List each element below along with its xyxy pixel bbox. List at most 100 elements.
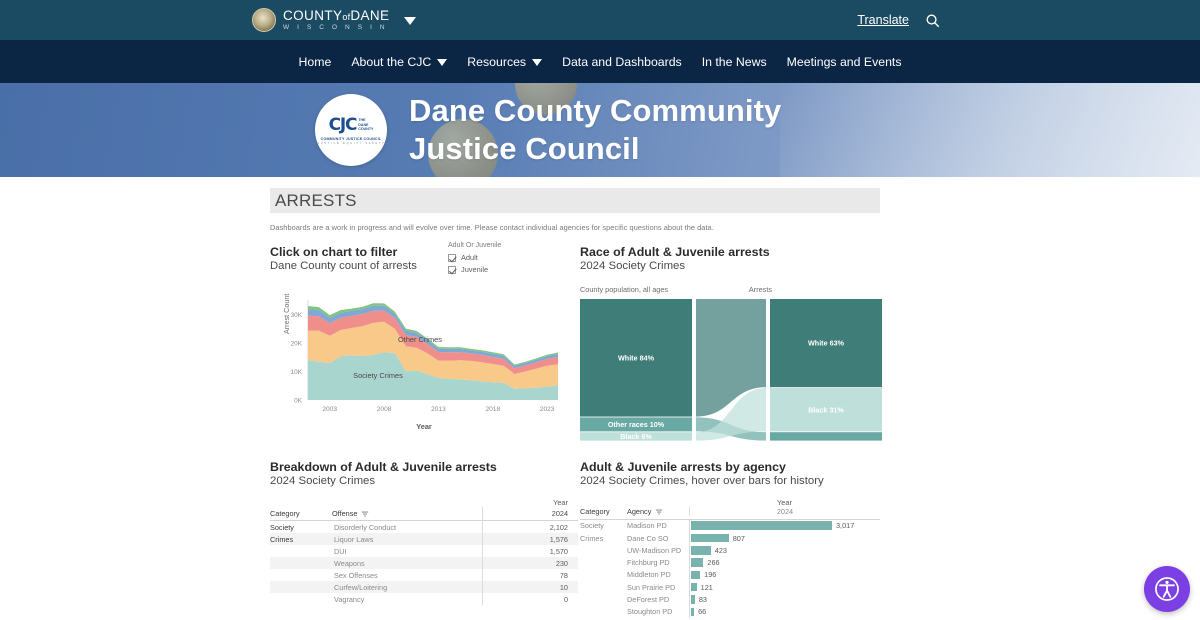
- agency-bar[interactable]: [691, 582, 697, 592]
- sort-icon[interactable]: [655, 508, 663, 516]
- translate-link[interactable]: Translate: [857, 13, 909, 27]
- cell-offense: Weapons: [334, 558, 365, 568]
- nav-item-home[interactable]: Home: [299, 55, 332, 69]
- cell-bar[interactable]: 66: [689, 605, 880, 618]
- accessibility-icon: [1155, 577, 1179, 601]
- table-row[interactable]: Vagrancy 0: [270, 593, 578, 606]
- column-header-category[interactable]: Category: [580, 507, 610, 517]
- column-header-category[interactable]: Category: [270, 507, 332, 522]
- agency-bar-row[interactable]: Fitchburg PD 266: [580, 556, 880, 569]
- nav-item-meetings-and-events[interactable]: Meetings and Events: [787, 55, 902, 69]
- area-series-property-crimes[interactable]: [308, 310, 558, 374]
- table-row[interactable]: DUI 1,570: [270, 545, 578, 558]
- agency-bar-row[interactable]: DeForest PD 83: [580, 593, 880, 606]
- county-brand-link[interactable]: COUNTYofDANE W I S C O N S I N: [252, 8, 417, 32]
- area-chart-plot[interactable]: Arrest Count 0K 10K 20K 30K Other Crimes Soci…: [270, 294, 578, 434]
- cell-bar[interactable]: 266: [689, 556, 880, 569]
- breakdown-year-group-label: Year: [553, 498, 568, 507]
- area-series-society-crimes[interactable]: [308, 352, 558, 400]
- sankey-node[interactable]: [580, 417, 692, 432]
- nav-item-in-the-news[interactable]: In the News: [702, 55, 767, 69]
- sankey-plot[interactable]: White 84% Other races 10% Black 6% White 63…: [580, 299, 882, 447]
- area-series-person-crimes[interactable]: [308, 305, 558, 369]
- agency-bar-row[interactable]: Crimes Dane Co SO 807: [580, 531, 880, 545]
- area-chart-ytick: 30K: [291, 312, 303, 319]
- cell-bar[interactable]: 807: [689, 531, 880, 545]
- cell-bar[interactable]: 423: [689, 544, 880, 557]
- cjc-logo-tagline: J U S T I C E · E Q U I T Y · S A F E T …: [317, 142, 385, 145]
- area-chart-xtick: 2023: [540, 406, 555, 413]
- agency-year-group-label: Year: [777, 498, 792, 507]
- search-icon[interactable]: [925, 13, 940, 28]
- cell-agency-name: UW-Madison PD: [627, 545, 682, 555]
- agency-bar[interactable]: [691, 533, 729, 543]
- agency-bar[interactable]: [691, 546, 711, 555]
- column-header-2024[interactable]: 2024: [481, 507, 578, 522]
- area-chart-svg[interactable]: 0K 10K 20K 30K Other Crimes Society Crimes 200…: [270, 294, 560, 422]
- cell-agency-name: DeForest PD: [627, 595, 670, 604]
- checkbox-checked-icon[interactable]: [448, 253, 456, 262]
- brand-of-word: of: [342, 12, 351, 22]
- agency-bar-value: 83: [698, 595, 707, 604]
- filter-option-juvenile[interactable]: Juvenile: [448, 265, 501, 274]
- table-row[interactable]: Sex Offenses 78: [270, 569, 578, 582]
- cell-bar[interactable]: 121: [689, 581, 880, 594]
- table-row[interactable]: Curfew/Loitering 10: [270, 581, 578, 594]
- agency-bar-row[interactable]: Stoughton PD 66: [580, 605, 880, 618]
- cell-category: Society: [580, 521, 604, 531]
- sankey-node-label: Black 31%: [808, 405, 844, 414]
- breakdown-title: Breakdown of Adult & Juvenile arrests: [270, 460, 497, 474]
- filter-legend: Adult Or Juvenile: [448, 242, 502, 249]
- sankey-node[interactable]: [580, 432, 692, 441]
- agency-bar[interactable]: [691, 521, 832, 530]
- nav-item-about-the-cjc[interactable]: About the CJC: [351, 55, 448, 69]
- column-header-agency[interactable]: Agency: [627, 507, 689, 516]
- breakdown-table-body: Society Disorderly Conduct 2,102 Crimes Liqu…: [270, 520, 578, 606]
- sankey-svg[interactable]: White 84% Other races 10% Black 6% White 63…: [580, 299, 882, 442]
- table-row[interactable]: Crimes Liquor Laws 1,576: [270, 533, 578, 546]
- agency-bar-row[interactable]: UW-Madison PD 423: [580, 544, 880, 557]
- sankey-flow[interactable]: [696, 299, 766, 417]
- table-row[interactable]: Society Disorderly Conduct 2,102: [270, 520, 578, 534]
- nav-item-data-and-dashboards[interactable]: Data and Dashboards: [562, 55, 682, 69]
- filter-option-adult[interactable]: Adult: [448, 253, 501, 262]
- agency-bar[interactable]: [691, 595, 695, 604]
- accessibility-widget-button[interactable]: [1144, 566, 1190, 612]
- area-chart-annotation: Other Crimes: [398, 335, 442, 344]
- cell-category: [270, 569, 332, 581]
- cell-category: [270, 557, 332, 569]
- area-series-other-crimes[interactable]: [308, 321, 558, 389]
- area-chart-xtick: 2003: [322, 406, 337, 413]
- chevron-down-icon: [532, 59, 543, 66]
- chevron-down-icon[interactable]: [404, 17, 417, 25]
- sankey-node-label: Other races 10%: [608, 420, 665, 429]
- area-chart-xtick: 2013: [431, 406, 446, 413]
- area-series-other[interactable]: [308, 303, 558, 366]
- cell-bar[interactable]: 83: [689, 593, 880, 606]
- sankey-node[interactable]: [770, 299, 882, 388]
- column-header-agency-label: Agency: [627, 507, 652, 516]
- agency-bar-row[interactable]: Society Madison PD 3,017: [580, 519, 880, 532]
- column-header-offense[interactable]: Offense: [332, 507, 482, 522]
- page-title: Dane County Community Justice Council: [409, 93, 782, 166]
- table-row[interactable]: Weapons 230: [270, 557, 578, 570]
- nav-item-resources[interactable]: Resources: [467, 55, 543, 69]
- agency-bar-row[interactable]: Middleton PD 196: [580, 568, 880, 582]
- agency-bar-row[interactable]: Sun Prairie PD 121: [580, 581, 880, 594]
- sankey-flow[interactable]: [696, 388, 766, 441]
- agency-bar[interactable]: [691, 558, 704, 567]
- agency-bar[interactable]: [691, 607, 695, 617]
- dashboard-grid: Click on chart to filter Dane County cou…: [270, 242, 882, 618]
- cell-bar[interactable]: 196: [689, 568, 880, 582]
- sankey-node[interactable]: [770, 388, 882, 432]
- utility-bar: COUNTYofDANE W I S C O N S I N Translate: [0, 0, 1200, 40]
- sankey-node[interactable]: [770, 432, 882, 441]
- checkbox-checked-icon[interactable]: [448, 265, 456, 274]
- sankey-node-label: White 63%: [808, 339, 845, 348]
- cell-bar[interactable]: 3,017: [689, 519, 880, 532]
- agency-bar[interactable]: [691, 570, 701, 580]
- sort-icon[interactable]: [361, 510, 369, 518]
- arrests-section-header: ARRESTS: [270, 188, 880, 213]
- sankey-node[interactable]: [580, 299, 692, 417]
- agency-title: Adult & Juvenile arrests by agency: [580, 460, 786, 474]
